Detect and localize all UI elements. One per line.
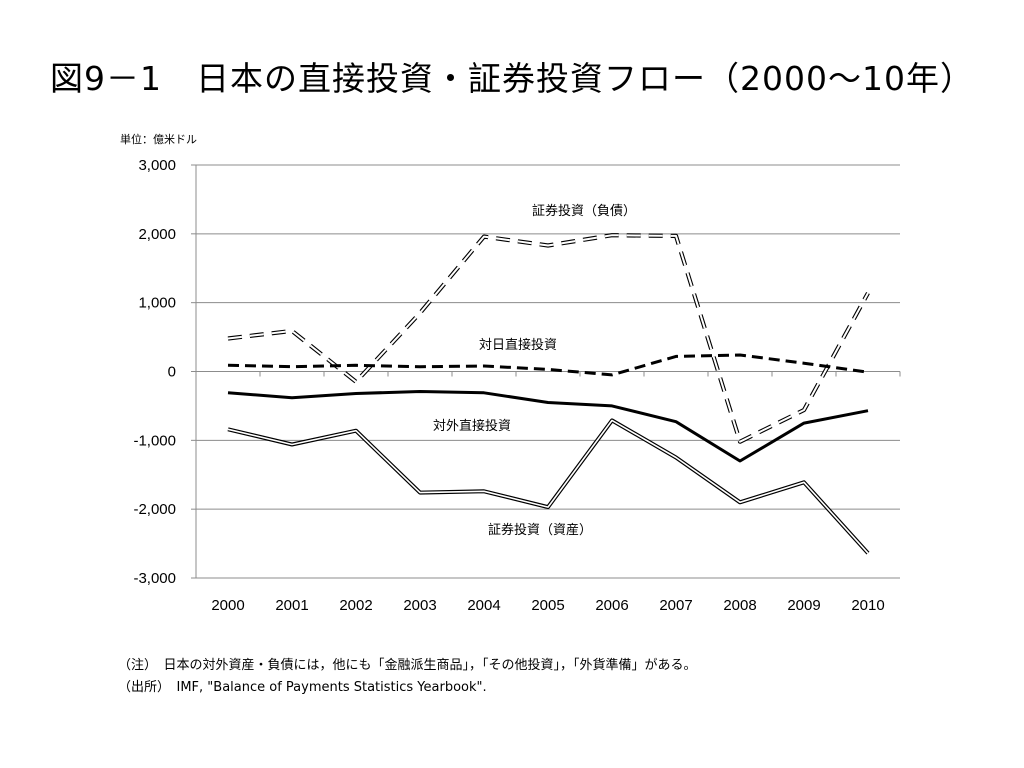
x-tick-label: 2008	[723, 597, 756, 614]
line-chart: 3,000 2,000 1,000 0 -1,000 -2,000 -3,000 2000 20…	[133, 157, 901, 614]
x-tick-label: 2007	[659, 597, 692, 614]
y-tick-label: -1,000	[133, 432, 176, 449]
chart-title: 図9－1 日本の直接投資・証券投資フロー（2000～10年）	[50, 59, 974, 98]
series-line	[227, 353, 869, 377]
x-tick-label: 2010	[851, 597, 884, 614]
y-tick-label: -2,000	[133, 501, 176, 518]
x-tick-label: 2006	[595, 597, 628, 614]
series-label: 対日直接投資	[479, 337, 557, 353]
x-tick-label: 2002	[339, 597, 372, 614]
series-label: 証券投資（負債）	[532, 203, 636, 219]
x-tick-label: 2009	[787, 597, 820, 614]
series-line	[227, 390, 869, 463]
series-line	[227, 419, 869, 554]
x-tick-label: 2003	[403, 597, 436, 614]
series-label: 証券投資（資産）	[488, 522, 592, 538]
y-tick-label: 0	[168, 364, 176, 381]
x-tick-label: 2005	[531, 597, 564, 614]
y-tick-label: 3,000	[138, 157, 176, 174]
x-tick-label: 2000	[211, 597, 244, 614]
x-tick-label: 2004	[467, 597, 500, 614]
y-tick-label: 1,000	[138, 295, 176, 312]
y-tick-label: -3,000	[133, 570, 176, 587]
y-tick-label: 2,000	[138, 226, 176, 243]
footnotes: （注） 日本の対外資産・負債には，他にも「金融派生商品」，「その他投資」，「外貨…	[118, 655, 697, 699]
unit-label: 単位：億米ドル	[120, 133, 197, 146]
footnote-note: （注） 日本の対外資産・負債には，他にも「金融派生商品」，「その他投資」，「外貨…	[118, 658, 697, 673]
x-tick-label: 2001	[275, 597, 308, 614]
series-label: 対外直接投資	[433, 418, 511, 434]
footnote-source: （出所） IMF, "Balance of Payments Statistic…	[118, 680, 487, 695]
